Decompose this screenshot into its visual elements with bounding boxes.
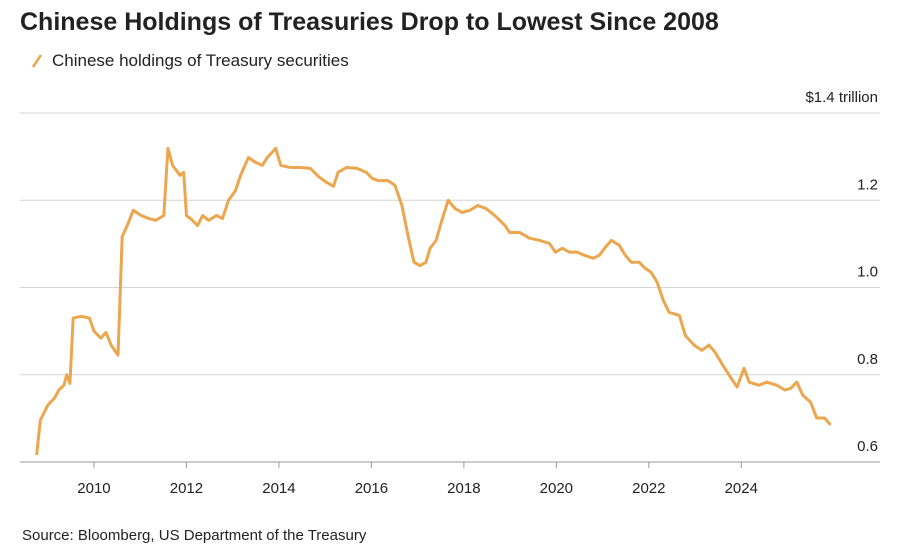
- x-tick-label: 2014: [262, 480, 295, 497]
- x-tick-label: 2012: [170, 480, 203, 497]
- source-note: Source: Bloomberg, US Department of the …: [22, 527, 367, 544]
- x-tick-label: 2020: [540, 480, 573, 497]
- y-tick-label: $1.4 trillion: [805, 89, 878, 106]
- legend-swatch: [31, 54, 43, 68]
- legend-label: Chinese holdings of Treasury securities: [52, 51, 349, 70]
- y-tick-label: 1.0: [857, 264, 878, 281]
- x-tick-label: 2018: [447, 480, 480, 497]
- data-line: [35, 146, 832, 456]
- chart-title: Chinese Holdings of Treasuries Drop to L…: [20, 8, 719, 36]
- y-tick-label: 1.2: [857, 176, 878, 193]
- x-tick-label: 2010: [77, 480, 110, 497]
- x-tick-label: 2022: [632, 480, 665, 497]
- x-tick-label: 2016: [355, 480, 388, 497]
- y-tick-label: 0.6: [857, 438, 878, 455]
- x-tick-label: 2024: [725, 480, 758, 497]
- y-tick-label: 0.8: [857, 351, 878, 368]
